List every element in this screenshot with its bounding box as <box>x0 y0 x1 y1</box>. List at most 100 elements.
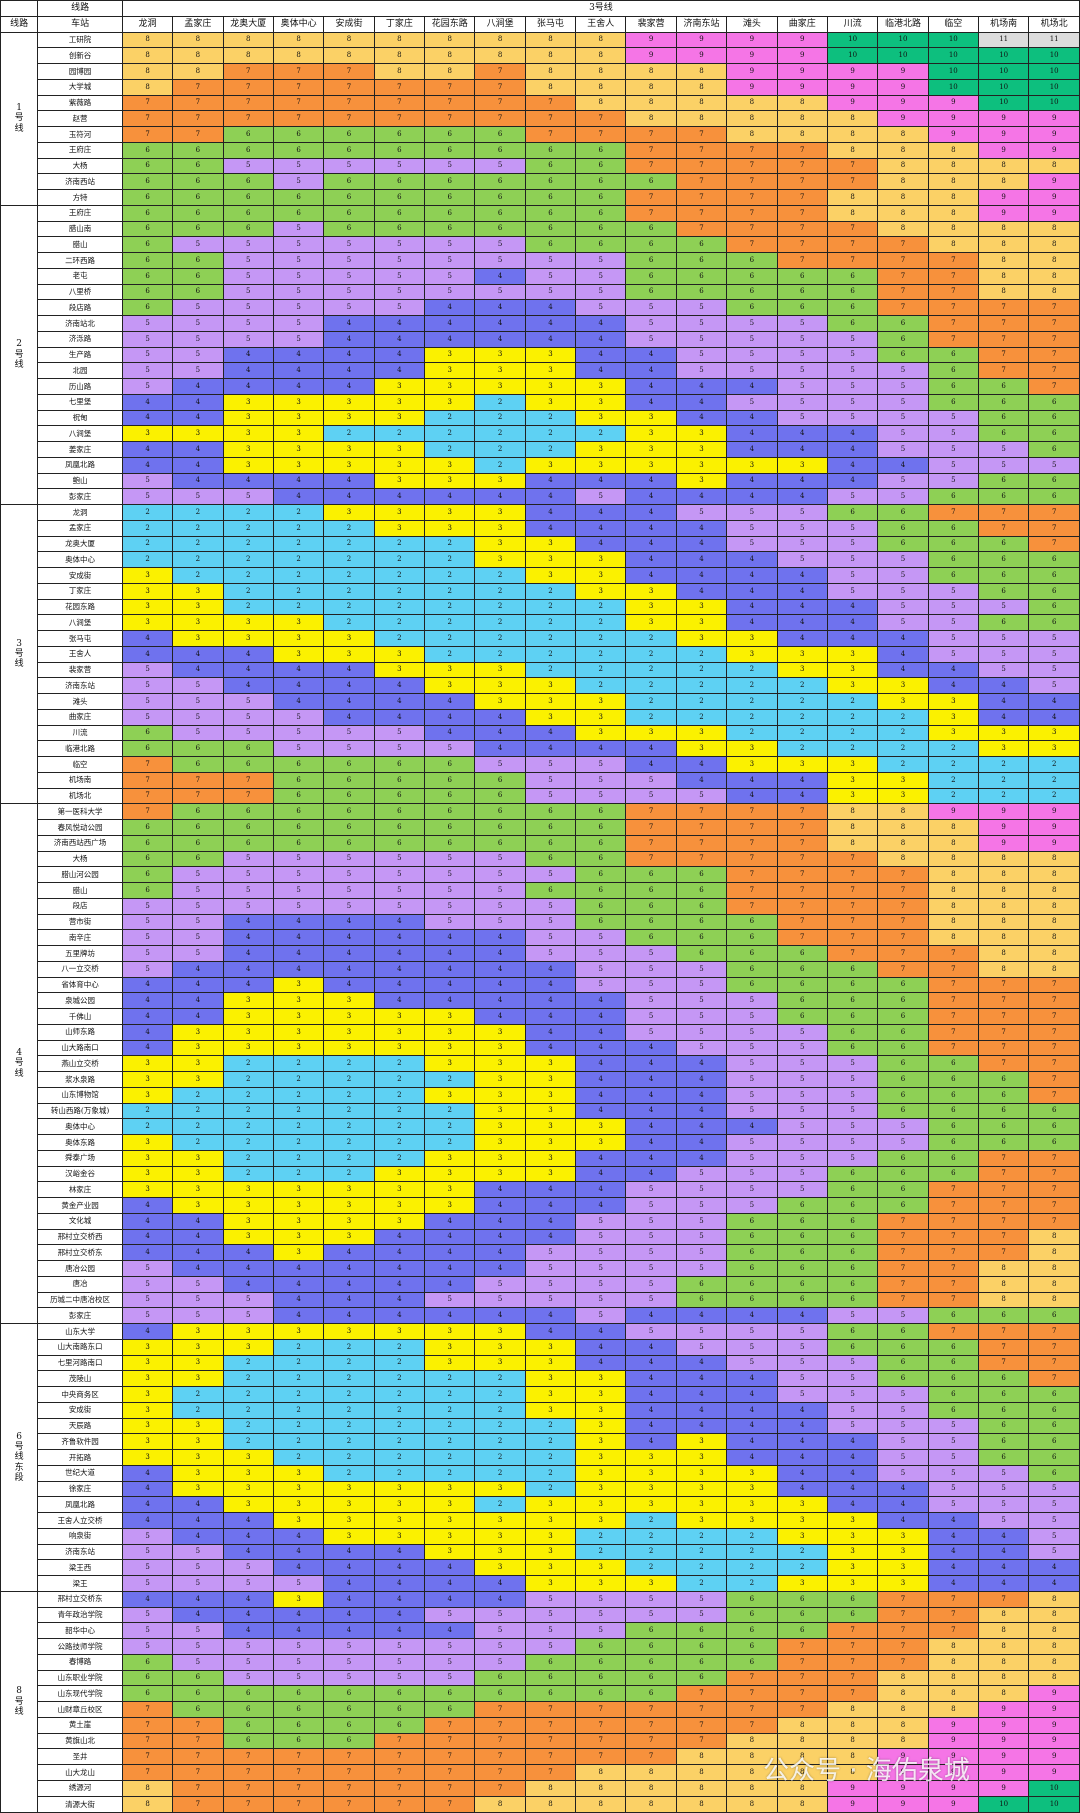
fare-cell: 7 <box>1028 1039 1080 1057</box>
fare-cell: 3 <box>524 693 577 710</box>
fare-cell: 3 <box>222 1480 274 1498</box>
fare-cell: 2 <box>373 614 426 631</box>
fare-cell: 6 <box>373 141 426 159</box>
fare-cell: 2 <box>927 756 979 773</box>
fare-cell: 3 <box>272 393 325 411</box>
fare-cell: 6 <box>675 945 728 962</box>
fare-cell: 6 <box>272 126 325 143</box>
fare-cell: 6 <box>625 882 677 899</box>
fare-cell: 2 <box>877 756 929 773</box>
station-row: 临空 7 6 6 6 6 6 6 5 5 5 4 4 3 3 3 2 2 2 2 <box>1 756 1080 773</box>
fare-cell: 8 <box>726 1779 778 1797</box>
fare-cell: 2 <box>977 756 1030 773</box>
fare-cell: 6 <box>977 409 1030 427</box>
fare-cell: 4 <box>625 488 677 505</box>
fare-cell: 6 <box>726 976 778 994</box>
fare-cell: 3 <box>877 1543 929 1561</box>
fare-cell: 3 <box>373 393 426 411</box>
fare-cell: 4 <box>575 1165 627 1183</box>
fare-cell: 6 <box>524 220 577 238</box>
fare-cell: 4 <box>373 1606 426 1624</box>
fare-cell: 6 <box>726 945 778 962</box>
fare-cell: 2 <box>424 551 476 568</box>
fare-cell: 5 <box>726 315 778 332</box>
fare-cell: 5 <box>222 236 274 253</box>
fare-cell: 4 <box>373 488 426 505</box>
fare-cell: 3 <box>272 1023 325 1041</box>
fare-cell: 6 <box>424 1701 476 1718</box>
fare-cell: 7 <box>524 110 577 127</box>
fare-cell: 2 <box>625 630 677 647</box>
fare-cell: 4 <box>272 1260 325 1277</box>
fare-cell: 4 <box>927 1559 979 1576</box>
fare-cell: 8 <box>524 1795 577 1813</box>
fare-cell: 5 <box>877 1386 929 1403</box>
fare-cell: 7 <box>1028 1354 1080 1372</box>
fare-cell: 9 <box>675 31 728 49</box>
fare-cell: 4 <box>675 1086 728 1104</box>
fare-cell: 7 <box>625 189 677 206</box>
station-name: 凤凰北路 <box>37 1496 123 1513</box>
fare-cell: 2 <box>373 1134 426 1151</box>
fare-cell: 6 <box>1028 1449 1080 1466</box>
destination-header: 临港北路 <box>877 15 929 33</box>
station-name: 生产路 <box>37 346 123 364</box>
fare-cell: 4 <box>474 1008 526 1025</box>
fare-cell: 6 <box>474 141 526 159</box>
fare-cell: 7 <box>1028 330 1080 348</box>
fare-cell: 3 <box>172 1449 224 1466</box>
fare-cell: 7 <box>977 1590 1030 1608</box>
fare-cell: 3 <box>675 456 728 474</box>
fare-cell: 8 <box>877 1685 929 1702</box>
station-row: 腊山河公园 6 5 5 5 5 5 5 5 5 6 6 6 7 7 7 7 8 8 8 <box>1 866 1080 883</box>
fare-cell: 6 <box>474 803 526 820</box>
station-name: 凤凰北路 <box>37 456 123 474</box>
fare-cell: 5 <box>373 157 426 175</box>
fare-cell: 7 <box>575 1701 627 1718</box>
fare-cell: 7 <box>625 1701 677 1718</box>
fare-cell: 7 <box>977 1023 1030 1041</box>
fare-cell: 6 <box>424 204 476 222</box>
fare-cell: 4 <box>323 330 375 348</box>
fare-cell: 5 <box>172 1559 224 1576</box>
fare-cell: 2 <box>272 519 325 537</box>
fare-cell: 3 <box>826 787 879 805</box>
fare-cell: 4 <box>222 929 274 946</box>
fare-cell: 5 <box>474 882 526 899</box>
fare-cell: 2 <box>272 551 325 568</box>
station-name: 腊山南 <box>37 220 123 238</box>
fare-cell: 5 <box>373 740 426 757</box>
fare-cell: 4 <box>121 1480 174 1498</box>
fare-cell: 4 <box>575 504 627 521</box>
fare-cell: 8 <box>1028 157 1080 175</box>
fare-cell: 7 <box>927 945 979 962</box>
fare-cell: 6 <box>373 1701 426 1718</box>
station-row: 6号线东段 山东大学 4 3 3 3 3 3 3 3 4 4 5 5 5 5 6 6 7 7 7 <box>0 1323 1080 1592</box>
fare-cell: 3 <box>172 1197 224 1214</box>
fare-cell: 5 <box>575 1275 627 1293</box>
fare-cell: 2 <box>675 677 728 694</box>
fare-cell: 4 <box>726 771 778 789</box>
fare-cell: 9 <box>977 1716 1030 1734</box>
fare-cell: 5 <box>172 315 224 332</box>
fare-cell: 5 <box>877 598 929 616</box>
fare-cell: 8 <box>977 1669 1030 1687</box>
fare-cell: 3 <box>524 535 577 553</box>
fare-cell: 6 <box>474 173 526 190</box>
fare-cell: 5 <box>776 1338 828 1356</box>
fare-cell: 4 <box>373 1559 426 1576</box>
fare-cell: 7 <box>776 252 828 269</box>
fare-cell: 5 <box>625 960 677 978</box>
fare-cell: 4 <box>524 1008 577 1025</box>
station-name: 山师东路 <box>37 1023 123 1041</box>
fare-cell: 6 <box>726 1622 778 1639</box>
fare-cell: 3 <box>726 740 778 757</box>
fare-cell: 3 <box>222 1338 274 1356</box>
fare-cell: 4 <box>172 1008 224 1025</box>
fare-cell: 6 <box>373 173 426 190</box>
line-name: 6号线东段 <box>14 1431 24 1483</box>
fare-cell: 7 <box>726 189 778 206</box>
fare-cell: 3 <box>121 1181 174 1198</box>
fare-cell: 5 <box>272 330 325 348</box>
fare-cell: 6 <box>877 346 929 364</box>
